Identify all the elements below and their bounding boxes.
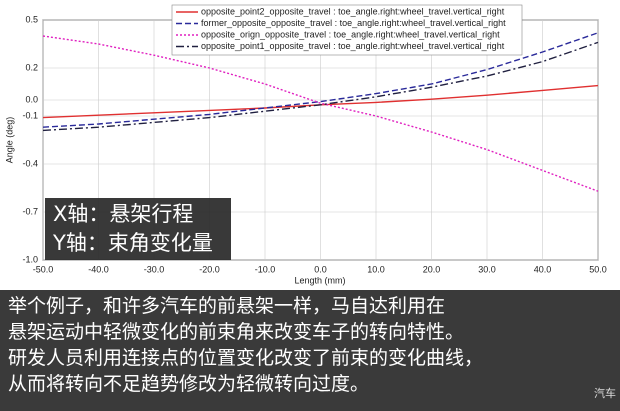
x-tick-label: 50.0: [589, 264, 607, 274]
x-tick-label: -30.0: [144, 264, 165, 274]
watermark: 汽车: [594, 387, 616, 400]
y-tick-label: -0.4: [22, 158, 38, 168]
y-tick-label: 0.5: [25, 14, 38, 24]
legend-box: [171, 4, 523, 56]
x-tick-label: 40.0: [534, 264, 552, 274]
x-axis-label: Length (mm): [294, 275, 345, 285]
x-tick-label: 10.0: [367, 264, 385, 274]
legend-label: former_opposite_opposite_travel : toe_an…: [201, 18, 506, 28]
caption-line: 悬架运动中轻微变化的前束角来改变车子的转向特性。: [8, 321, 465, 343]
caption: 汽车 举个例子，和许多汽车的前悬架一样，马自达利用在 悬架运动中轻微变化的前束角来改…: [0, 290, 620, 411]
y-tick-label: 0.0: [25, 94, 38, 104]
y-axis-label: Angle (deg): [4, 117, 14, 164]
annotation: Y轴：束角变化量: [53, 231, 213, 255]
x-tick-label: -50.0: [33, 264, 54, 274]
legend: opposite_point2_opposite_travel : toe_an…: [171, 4, 523, 56]
caption-line: 举个例子，和许多汽车的前悬架一样，马自达利用在: [8, 295, 446, 317]
x-tick-label: 30.0: [478, 264, 496, 274]
x-tick-label: -10.0: [255, 264, 276, 274]
y-tick-label: -1.0: [22, 254, 38, 264]
series-line: [42, 35, 599, 192]
caption-line: 研发人员利用连接点的位置变化改变了前束的变化曲线，: [8, 347, 484, 369]
x-tick-label: 20.0: [423, 264, 441, 274]
y-tick-label: 0.2: [25, 62, 38, 72]
x-tick-label: -20.0: [199, 264, 220, 274]
annotation-box: X轴：悬架行程 Y轴：束角变化量: [45, 198, 231, 260]
annotation: X轴：悬架行程: [53, 202, 194, 226]
y-tick-label: -0.7: [22, 206, 38, 216]
legend-label: opposite_point2_opposite_travel : toe_an…: [201, 6, 505, 16]
series-line: [42, 32, 599, 128]
chart: Angle (deg) Length (mm) 0.5 0.2 0.0 -0.1 -0.…: [4, 4, 607, 285]
caption-line: 从而将转向不足趋势修改为轻微转向过度。: [8, 373, 370, 395]
series-line: [42, 41, 599, 132]
y-tick-label: -0.1: [22, 110, 38, 120]
legend-label: opposite_orign_opposite_travel : toe_ang…: [201, 29, 500, 39]
x-tick-label: -40.0: [88, 264, 109, 274]
x-tick-label: 0.0: [314, 264, 327, 274]
legend-label: opposite_point1_opposite_travel : toe_an…: [201, 41, 505, 51]
